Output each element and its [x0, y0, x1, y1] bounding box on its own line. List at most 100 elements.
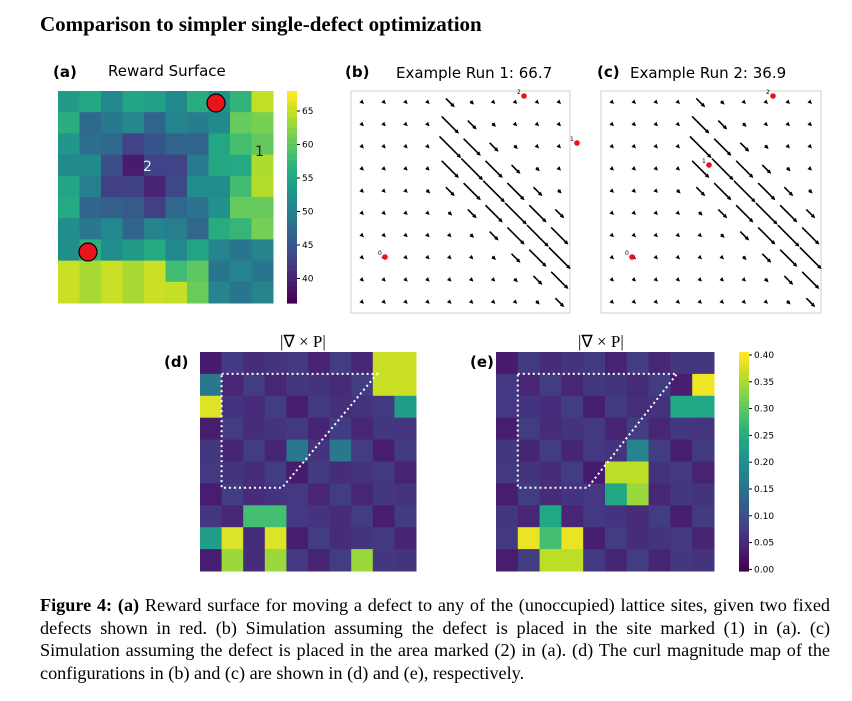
- colorbar-segment: [739, 505, 749, 512]
- field-arrow: [403, 299, 408, 304]
- heatmap-cell: [230, 197, 252, 219]
- heatmap-cell: [144, 91, 166, 113]
- field-arrow: [403, 166, 408, 171]
- field-arrow: [609, 299, 614, 304]
- colorbar-segment: [287, 128, 297, 134]
- site-2-label: 2: [143, 159, 152, 175]
- heatmap-cell: [58, 218, 80, 240]
- heatmap-cell: [251, 197, 274, 219]
- field-arrow: [512, 121, 518, 127]
- heatmap-cell: [251, 239, 274, 262]
- colorbar-segment: [739, 456, 749, 463]
- field-arrow: [697, 299, 702, 304]
- field-arrow: [609, 254, 614, 260]
- colorbar-segment: [287, 281, 297, 288]
- field-arrow: [446, 232, 452, 238]
- curl-cell: [200, 395, 223, 419]
- curl-cell: [394, 483, 417, 506]
- field-arrow: [425, 277, 430, 282]
- curl-cell: [626, 439, 650, 462]
- field-arrow: [653, 232, 658, 238]
- field-arrow: [557, 188, 562, 194]
- heatmap-cell: [208, 281, 231, 304]
- curl-cell: [394, 352, 417, 375]
- heatmap-cell: [58, 281, 80, 304]
- field-arrow: [631, 99, 636, 105]
- site-1-label: 1: [255, 144, 264, 160]
- field-arrow: [609, 277, 614, 282]
- colorbar-segment: [739, 466, 749, 474]
- field-arrow: [675, 254, 680, 260]
- curl-cell: [264, 439, 287, 462]
- colorbar-segment: [287, 207, 297, 214]
- field-arrow: [801, 271, 820, 290]
- heatmap-cell: [165, 218, 188, 240]
- curl-cell: [372, 439, 395, 462]
- curl-cell: [561, 417, 584, 441]
- curl-cell: [221, 395, 244, 419]
- curl-cell: [539, 549, 562, 572]
- heatmap-cell: [144, 154, 166, 177]
- colorbar-segment: [739, 445, 749, 452]
- colorbar-segment: [287, 297, 297, 304]
- curl-cell: [496, 461, 519, 484]
- field-arrow: [504, 202, 527, 225]
- curl-cell: [648, 439, 671, 462]
- field-arrow: [381, 143, 386, 149]
- field-arrow: [510, 164, 521, 174]
- curl-cell: [372, 549, 395, 572]
- field-arrow: [711, 158, 734, 181]
- curl-cell: [605, 395, 628, 419]
- curl-cell: [561, 395, 584, 419]
- heatmap-cell: [251, 260, 274, 283]
- field-arrow: [381, 188, 386, 193]
- colorbar-segment: [739, 406, 749, 413]
- colorbar-segment: [287, 244, 297, 251]
- field-arrow: [739, 142, 750, 152]
- curl-cell: [692, 461, 715, 484]
- colorbar-segment: [287, 250, 297, 256]
- field-arrow: [777, 224, 800, 247]
- colorbar-tick-label: 0.20: [754, 458, 774, 468]
- curl-cell: [605, 373, 628, 397]
- colorbar-segment: [287, 191, 297, 198]
- curl-cell: [626, 373, 650, 397]
- field-arrow: [489, 142, 499, 152]
- curl-cell: [394, 505, 417, 528]
- colorbar-segment: [287, 101, 297, 108]
- heatmap-cell: [58, 91, 80, 113]
- curl-cell: [394, 461, 417, 484]
- field-arrow: [359, 210, 364, 216]
- field-arrow: [631, 210, 636, 216]
- field-arrow: [490, 299, 496, 304]
- field-arrow: [469, 233, 475, 238]
- curl-cell: [496, 505, 519, 528]
- curl-cell: [670, 505, 693, 528]
- heatmap-cell: [58, 112, 80, 134]
- field-arrow: [631, 121, 636, 127]
- colorbar-tick-label: 55: [302, 174, 313, 184]
- curl-cell: [605, 527, 628, 550]
- heatmap-cell: [79, 260, 102, 283]
- field-arrow: [763, 299, 768, 304]
- curl-cell: [243, 395, 266, 419]
- field-arrow: [403, 277, 408, 282]
- field-arrow: [761, 164, 772, 174]
- colorbar-segment: [287, 96, 297, 103]
- colorbar-segment: [739, 357, 749, 364]
- curl-cell: [243, 549, 266, 572]
- curl-cell: [329, 417, 352, 441]
- curl-cell: [200, 483, 223, 506]
- field-arrow: [717, 208, 728, 219]
- colorbar-segment: [739, 401, 749, 408]
- heatmap-cell: [208, 197, 231, 219]
- curl-cell: [372, 352, 395, 375]
- defect-label: 1: [570, 136, 574, 143]
- colorbar-tick-label: 0.10: [754, 512, 774, 522]
- colorbar-segment: [739, 488, 749, 495]
- heatmap-cell: [58, 197, 80, 219]
- curl-cell: [243, 373, 266, 397]
- colorbar-segment: [287, 186, 297, 193]
- field-arrow: [446, 299, 452, 304]
- field-arrow: [764, 144, 769, 150]
